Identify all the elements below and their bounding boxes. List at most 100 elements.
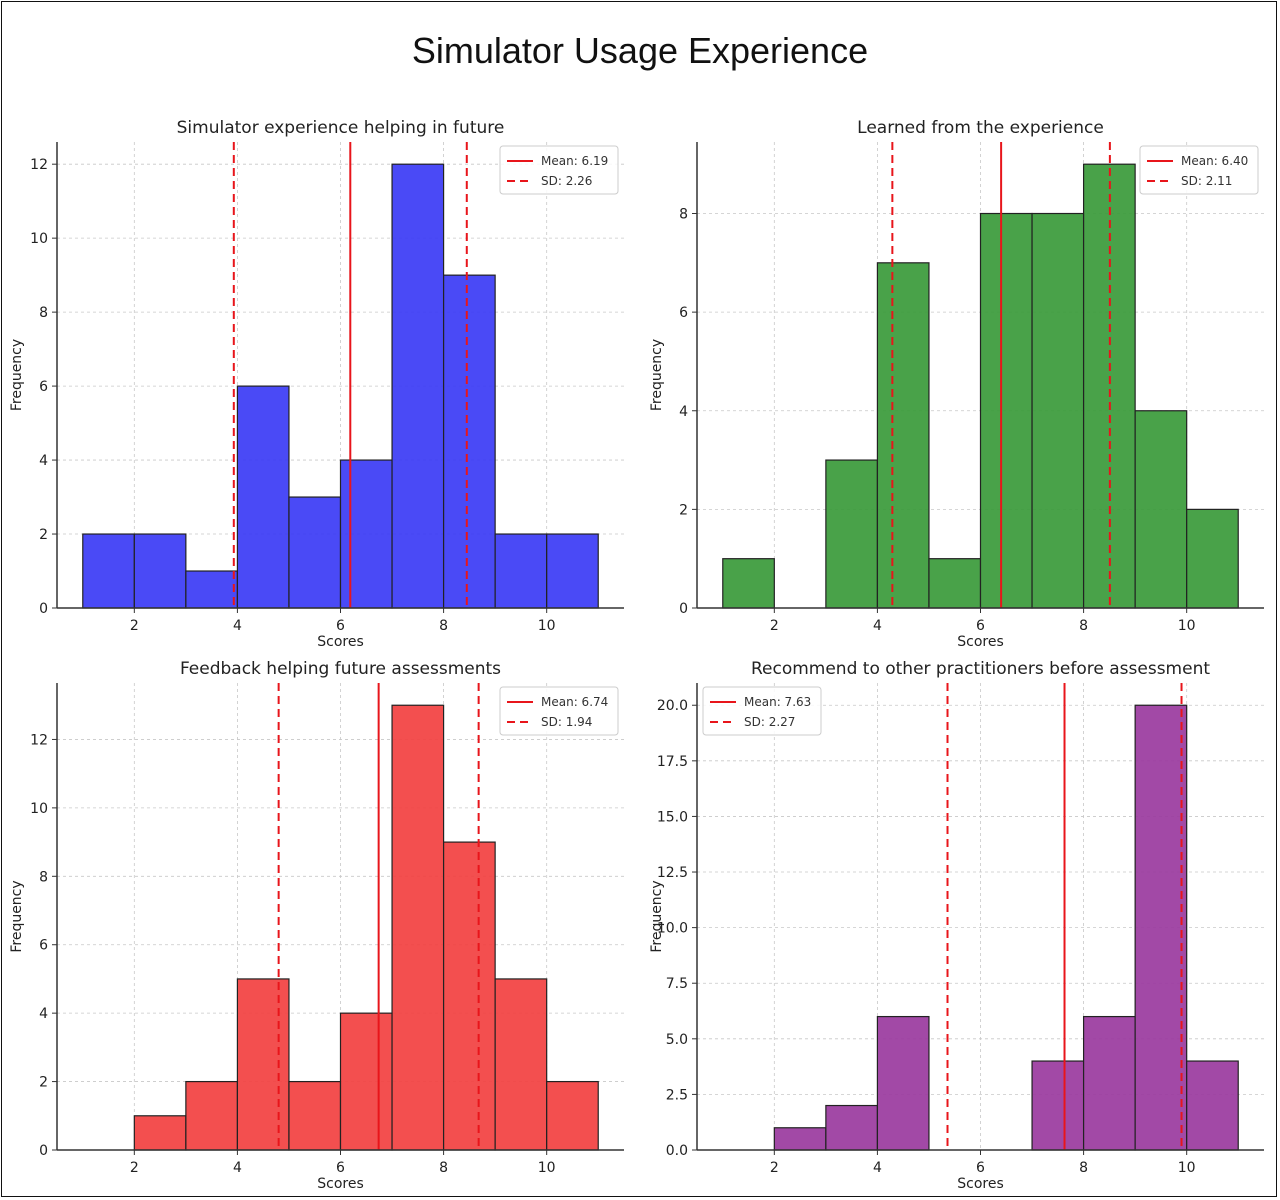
x-axis-label: Scores (957, 1176, 1004, 1192)
histogram-bar (876, 1015, 930, 1151)
x-tick-label: 6 (336, 1160, 345, 1176)
legend-mean-label: Mean: 6.19 (541, 154, 608, 168)
legend: Mean: 6.40 SD: 2.11 (1139, 145, 1259, 195)
y-tick-label: 0 (679, 601, 688, 617)
x-tick-label: 4 (873, 1160, 882, 1176)
legend: Mean: 7.63 SD: 2.27 (702, 686, 822, 736)
histogram-bar (236, 978, 290, 1151)
chart-title: Simulator experience helping in future (177, 118, 505, 138)
histogram-bar (546, 533, 599, 609)
legend-box (702, 686, 822, 736)
y-axis-label: Frequency (649, 880, 665, 952)
histogram-bar (82, 533, 135, 609)
histogram-bar (442, 841, 496, 1151)
histogram-bar (928, 558, 982, 609)
histogram-bar (876, 262, 930, 609)
y-tick-label: 0.0 (666, 1143, 688, 1159)
y-tick-label: 8 (679, 207, 688, 223)
histogram-bar (546, 1080, 599, 1151)
y-tick-label: 2 (39, 527, 48, 543)
y-tick-label: 12.5 (657, 865, 688, 881)
y-tick-label: 5.0 (666, 1032, 688, 1048)
histogram-bar (1134, 704, 1188, 1151)
legend-box (499, 686, 619, 736)
chart-title: Recommend to other practitioners before … (751, 659, 1210, 679)
y-tick-label: 15.0 (657, 809, 688, 825)
y-tick-label: 12 (30, 732, 48, 748)
x-tick-label: 2 (130, 1160, 139, 1176)
x-tick-label: 6 (976, 618, 985, 634)
histogram-bar (339, 1012, 393, 1151)
x-tick-label: 4 (233, 1160, 242, 1176)
histogram-bar (494, 978, 548, 1151)
legend-box (499, 145, 619, 195)
x-tick-label: 10 (538, 618, 556, 634)
y-tick-label: 4 (39, 453, 48, 469)
histogram-bar (185, 1080, 239, 1151)
y-tick-label: 2.5 (666, 1087, 688, 1103)
y-tick-label: 8 (39, 869, 48, 885)
y-tick-label: 8 (39, 305, 48, 321)
chart-panel-2: 2 4 6 8 10 0 2 4 6 8 Learned from the experience Sc… (649, 118, 1264, 650)
legend-sd-label: SD: 2.27 (744, 715, 795, 729)
legend-sd-label: SD: 1.94 (541, 715, 592, 729)
y-tick-label: 10 (30, 801, 48, 817)
x-tick-label: 4 (233, 618, 242, 634)
y-tick-label: 17.5 (657, 754, 688, 770)
x-tick-label: 8 (439, 1160, 448, 1176)
histogram-bar (773, 1127, 827, 1151)
y-axis-label: Frequency (649, 339, 665, 411)
histogram-bar (722, 558, 775, 609)
histogram-bar (1186, 508, 1239, 609)
histogram-bar (442, 274, 496, 609)
legend-box (1139, 145, 1259, 195)
y-tick-label: 4 (39, 1006, 48, 1022)
x-tick-label: 10 (538, 1160, 556, 1176)
histogram-bar (1082, 163, 1136, 609)
y-axis-label: Frequency (9, 880, 25, 952)
y-axis-label: Frequency (9, 339, 25, 411)
histogram-bar (979, 212, 1033, 609)
histogram-bar (1031, 1060, 1085, 1151)
legend-sd-label: SD: 2.26 (541, 174, 592, 188)
histogram-bar (825, 459, 879, 609)
chart-title: Feedback helping future assessments (180, 659, 501, 679)
y-tick-label: 6 (39, 379, 48, 395)
y-tick-label: 12 (30, 157, 48, 173)
y-tick-label: 6 (679, 305, 688, 321)
histogram-bar (1186, 1060, 1239, 1151)
legend: Mean: 6.19 SD: 2.26 (499, 145, 619, 195)
histogram-bar (133, 533, 187, 609)
y-tick-label: 10 (30, 231, 48, 247)
histogram-bar (339, 459, 393, 609)
y-tick-label: 4 (679, 404, 688, 420)
histogram-bar (494, 533, 548, 609)
chart-panel-3: 2 4 6 8 10 0 2 4 6 8 10 12 Feedback helping future a… (9, 659, 624, 1192)
x-tick-label: 4 (873, 618, 882, 634)
chart-panel-1: 2 4 6 8 10 0 2 4 6 8 10 12 Simulator experience help… (9, 118, 624, 650)
chart-panel-4: 2 4 6 8 10 0.0 2.5 5.0 7.5 10.0 12.5 15.0 17.5 20.0 Re… (649, 659, 1264, 1192)
histogram-bar (1134, 410, 1188, 609)
histogram-bar (1082, 1015, 1136, 1151)
y-tick-label: 6 (39, 938, 48, 954)
y-tick-label: 0 (39, 1143, 48, 1159)
legend-mean-label: Mean: 7.63 (744, 695, 811, 709)
legend-sd-label: SD: 2.11 (1181, 174, 1232, 188)
histogram-bar (1031, 212, 1085, 609)
x-tick-label: 6 (336, 618, 345, 634)
x-axis-label: Scores (317, 1176, 364, 1192)
x-tick-label: 2 (130, 618, 139, 634)
y-tick-label: 10.0 (657, 921, 688, 937)
x-tick-label: 10 (1178, 1160, 1196, 1176)
x-tick-label: 8 (439, 618, 448, 634)
x-tick-label: 2 (770, 1160, 779, 1176)
x-tick-label: 2 (770, 618, 779, 634)
legend: Mean: 6.74 SD: 1.94 (499, 686, 619, 736)
x-axis-label: Scores (317, 634, 364, 650)
x-tick-label: 8 (1079, 1160, 1088, 1176)
x-axis-label: Scores (957, 634, 1004, 650)
x-tick-label: 8 (1079, 618, 1088, 634)
histogram-bar (391, 704, 445, 1151)
histogram-bar (288, 1080, 342, 1151)
